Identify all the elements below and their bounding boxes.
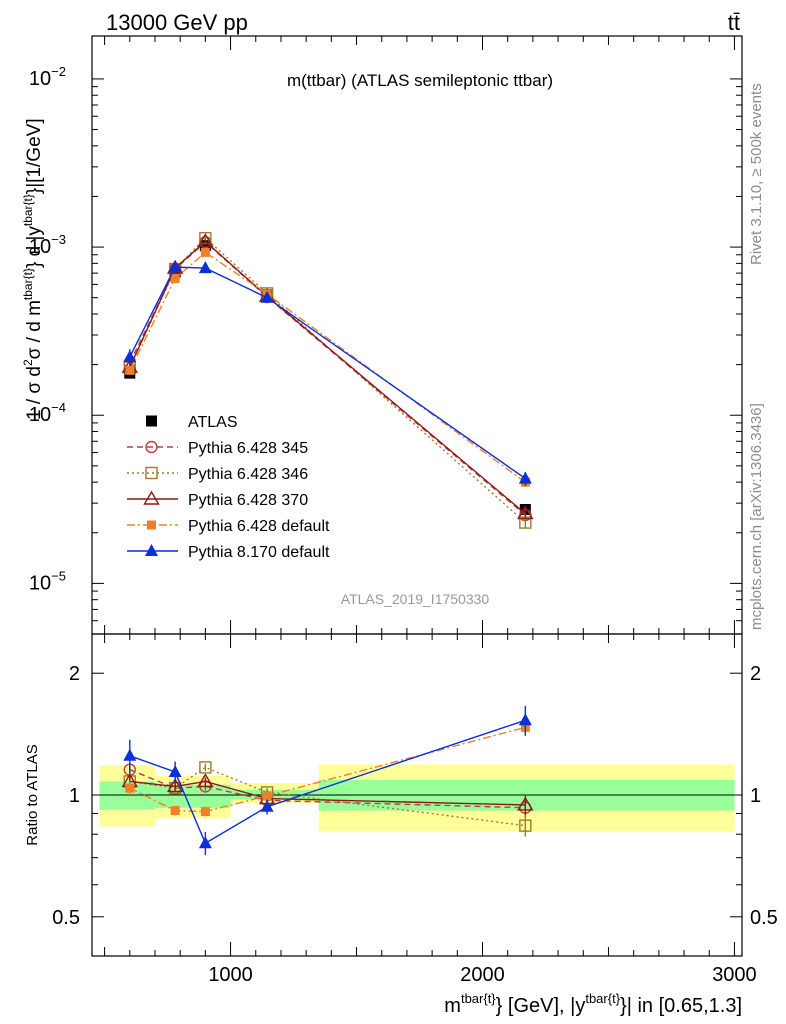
marker: [519, 819, 532, 832]
marker: [199, 231, 212, 245]
ratio-y-tick-label: 1: [69, 785, 80, 807]
ratio-series-line: [129, 769, 526, 809]
marker: [125, 783, 135, 793]
analysis-label: ATLAS_2019_I1750330: [341, 591, 490, 607]
legend-label: Pythia 6.428 default: [188, 518, 330, 535]
legend: ATLAS Pythia 6.428 345 Pythia 6.428 346 Pyt…: [127, 414, 330, 561]
ratio-y-tick-label-right: 0.5: [750, 907, 778, 929]
legend-label: ATLAS: [188, 414, 238, 431]
marker: [518, 471, 532, 484]
legend-entry: Pythia 6.428 370: [127, 490, 308, 509]
marker: [517, 796, 534, 811]
marker: [198, 836, 212, 849]
x-axis-label: mtbar{t}} [GeV], |ytbar{t}}| in [0.65,1.…: [444, 991, 742, 1017]
ratio-y-tick-label: 2: [69, 663, 80, 685]
x-tick-label: 1000: [208, 964, 253, 986]
legend-entry: Pythia 6.428 default: [127, 518, 330, 535]
y-tick-label: 10−2: [29, 64, 66, 90]
side-label-mcplots: mcplots.cern.ch [arXiv:1306.3436]: [748, 403, 765, 630]
series-4: [125, 247, 530, 487]
series-2: [123, 231, 532, 529]
marker: [125, 365, 135, 375]
ratio-band-layer: [99, 764, 735, 831]
marker: [123, 349, 137, 362]
marker: [123, 748, 137, 761]
ratio-y-tick-label-right: 2: [750, 663, 761, 685]
ratio-y-tick-label-right: 1: [750, 785, 761, 807]
legend-label: Pythia 6.428 346: [188, 466, 308, 483]
legend-label: Pythia 8.170 default: [188, 544, 330, 561]
marker: [517, 505, 534, 520]
marker: [168, 260, 182, 273]
marker: [145, 544, 158, 556]
legend-entry: Pythia 8.170 default: [127, 544, 330, 561]
ratio-series-line: [129, 766, 526, 827]
marker: [199, 761, 212, 774]
marker: [198, 261, 212, 274]
axes-layer: 10−5 10−4 10−3 10−2 0.5 0.5 1 1 2 2 1000 2000 3000: [29, 35, 778, 986]
series-layer: [121, 231, 534, 856]
y-tick-label: 10−3: [29, 232, 66, 258]
marker: [262, 791, 272, 801]
header-right: tt̄: [728, 10, 740, 35]
series-1: [123, 235, 532, 522]
main-series-line: [129, 251, 526, 483]
ratio-y-axis-label: Ratio to ATLAS: [24, 744, 41, 845]
legend-entry: ATLAS: [146, 414, 238, 431]
header-left: 13000 GeV pp: [106, 10, 248, 35]
x-tick-label: 2000: [460, 964, 505, 986]
ratio-series-4: [123, 705, 532, 856]
marker: [146, 415, 157, 427]
marker: [199, 240, 211, 252]
marker: [145, 440, 158, 454]
legend-entry: Pythia 6.428 346: [127, 466, 308, 483]
main-plot-title: m(ttbar) (ATLAS semileptonic ttbar): [287, 71, 553, 90]
marker: [170, 274, 180, 284]
marker: [200, 247, 210, 257]
marker: [260, 799, 274, 812]
marker: [166, 778, 184, 793]
x-tick-label: 3000: [712, 964, 757, 986]
marker: [518, 713, 532, 726]
main-y-axis-label: 1 / σ d2σ / d mtbar{t}} d |ytbar{t}}|[1/…: [21, 118, 45, 420]
marker: [260, 290, 274, 303]
marker: [197, 233, 214, 248]
series-5: [123, 260, 532, 486]
uncertainty-band-green: [154, 784, 231, 808]
legend-label: Pythia 6.428 370: [188, 492, 308, 509]
legend-label: Pythia 6.428 345: [188, 440, 308, 457]
marker: [200, 807, 210, 817]
series-3: [121, 233, 534, 520]
marker: [197, 773, 214, 788]
marker: [143, 490, 160, 505]
legend-entry: Pythia 6.428 345: [127, 440, 308, 457]
marker: [147, 520, 156, 530]
side-label-rivet: Rivet 3.1.10, ≥ 500k events: [748, 83, 765, 265]
y-tick-label: 10−4: [29, 400, 66, 426]
marker: [168, 764, 182, 777]
marker: [170, 806, 180, 816]
ratio-y-tick-label: 0.5: [52, 907, 80, 929]
y-tick-label: 10−5: [29, 568, 66, 594]
marker: [145, 466, 158, 480]
